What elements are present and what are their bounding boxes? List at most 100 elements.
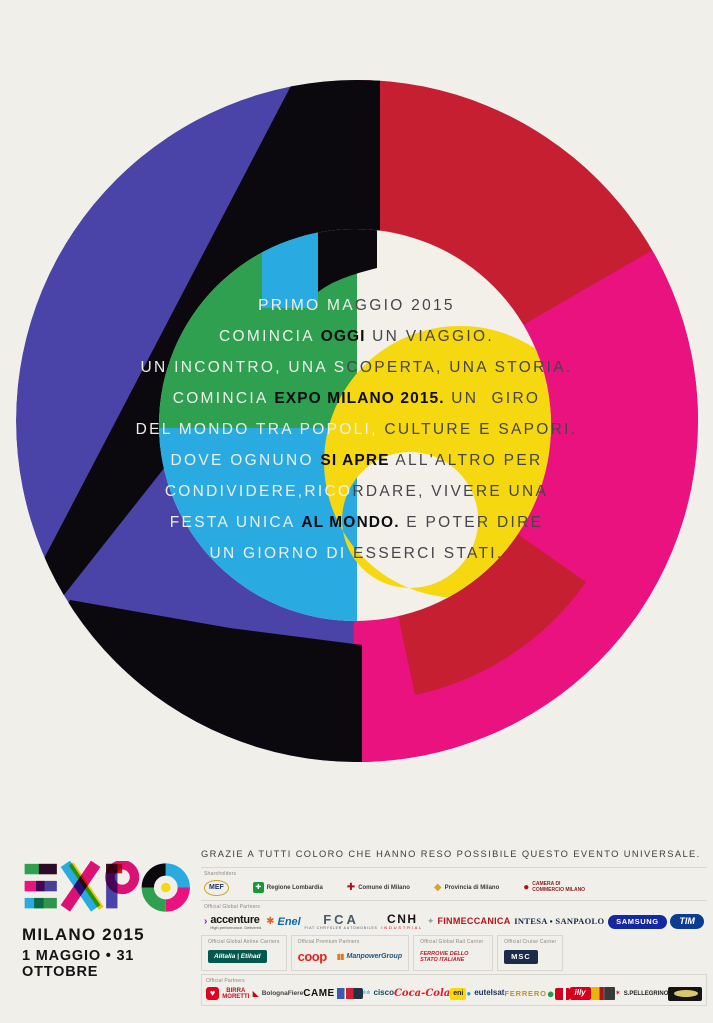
fca-logo: FCA FIAT CHRYSLER AUTOMOBILES [304,911,378,931]
sponsor-group-logos: MSC [504,948,556,966]
alitalia-etihad-logo: Alitalia | Etihad [208,950,267,964]
official-partners-row: Official Partners ♥ BIRRA MORETTI ◣ Bologna… [201,973,707,1006]
black-gold-oval-logo [668,986,702,1001]
sponsor-group-label: Official Cruise Carrier [504,938,557,945]
expo-letter-x [60,860,104,912]
bolognafiere-logo: ◣ BolognaFiere [253,989,304,998]
five-artwork-svg [16,80,698,762]
samsung-logo: SAMSUNG [608,914,667,929]
camera-commercio-milano-logo: ● CAMERA DI COMMERCIO MILANO [523,881,590,894]
red-five-hook [392,519,586,695]
logo-text: S.PELLEGRINO [623,990,669,997]
regione-lombardia-logo: ✚ Regione Lombardia [252,882,323,894]
logo-text: INTESA ▪ SANPAOLO [514,916,605,927]
black-five-notch [318,229,377,292]
san-pellegrino-logo-glyph: ✶ [614,990,621,998]
finmeccanica-logo: ✦ FINMECCANICA [426,916,511,927]
logo-text: eutelsat [474,988,505,998]
provincia-di-milano-logo: ◆ Provincia di Milano [433,881,500,893]
logo-text: coop [297,948,328,964]
logo-text: Alitalia | Etihad [208,950,267,964]
thanks-line: GRAZIE A TUTTI COLORO CHE HANNO RESO POS… [201,849,701,859]
expo-letter-e [24,863,57,909]
enel-logo-glyph: ✱ [266,915,275,927]
official-partners-row-label: Official Partners [206,977,245,984]
global-partners-row: Official Global Partners › accenture High … [201,899,707,935]
cisco-logo-glyph: ılıılı [362,990,371,997]
shareholders-row-label: Shareholders [204,871,237,877]
illy-logo: illy [569,987,591,1001]
mef-logo: MEF [204,880,229,896]
logo-text: SAMSUNG [608,914,667,929]
logo-text: eni [450,987,467,1000]
five-circle-artwork [16,80,698,762]
logo-text: cisco [373,988,394,998]
coca-cola-logo: Coca-Cola [394,988,450,999]
sponsor-group-logos: Alitalia | Etihad [208,948,280,966]
sponsor-group-label: Official Global Rail Carrier [420,938,484,945]
carrier-groups-row: Official Global Airline Carriers Alitalia… [201,934,707,971]
logo-text: Enel [277,915,301,928]
birra-moretti-logo: BIRRA MORETTI [219,988,253,1001]
expo-city-year: MILANO 2015 [22,925,145,944]
ferrero-logo: FERRERO [504,988,547,998]
manpowergroup-logo: ▮▮ ManpowerGroup [336,951,403,961]
sponsor-group: Official Premium Partners coop ▮▮ ManpowerG… [290,934,410,971]
global-partners-logos: › accenture High performance. Delivered. ✱ E… [204,911,704,931]
logo-text: accenture High performance. Delivered. [210,913,263,930]
logo-text: Regione Lombardia [266,884,323,891]
sponsor-group: Official Global Rail Carrier FERROVIE DEL… [413,934,494,971]
finmeccanica-logo-glyph: ✦ [426,916,435,927]
official-partners-logos: ♥ BIRRA MORETTI ◣ BolognaFiere CAME ılıılı cis… [206,986,702,1001]
black-five-hook [20,600,362,762]
san-pellegrino-logo: ✶ S.PELLEGRINO [615,990,669,997]
sponsor-group-label: Official Global Airline Carriers [208,938,280,945]
epayment-logos [334,988,363,1000]
expo-logo-block: MILANO 2015 1 MAGGIO • 31 OTTOBRE [22,860,200,980]
sponsor-group-logos: coop ▮▮ ManpowerGroup [298,948,403,966]
green-circle-logo-glyph: ● [546,986,555,1002]
logo-text: TIM [670,914,704,930]
logo-text: CAMERA DI COMMERCIO MILANO [532,881,586,893]
tim-logo: TIM [670,914,704,930]
expo-letter-o [141,863,190,912]
logo-text: Comune di Milano [358,884,410,891]
green-circle-logo: ● [547,987,555,1000]
comune-di-milano-logo: ✚ Comune di Milano [346,881,410,893]
global-partners-row-label: Official Global Partners [204,903,261,910]
coop-logo: coop [297,948,328,964]
cisco-logo: ılıılı cisco [363,989,394,998]
logo-text: FERRERO [504,988,547,998]
sponsor-group: Official Global Airline Carriers Alitalia… [201,934,287,971]
shareholders-row: Shareholders MEF ✚ Regione Lombardia ✚ Comun… [201,867,707,900]
accenture-logo-glyph: › [204,915,208,927]
logo-text: BolognaFiere [261,990,304,998]
expo-dates: 1 MAGGIO • 31 OTTOBRE [22,948,135,980]
crest-logo [590,987,615,1001]
sponsor-group-label: Official Premium Partners [297,938,360,945]
intesa-sanpaolo-logo: INTESA ▪ SANPAOLO [514,916,605,927]
sponsor-group: Official Cruise Carrier MSC [497,934,564,971]
logo-text: ManpowerGroup [346,952,403,960]
logo-text: CNH INDUSTRIAL [381,911,424,931]
cnh-logo: CNH INDUSTRIAL [381,911,424,931]
manpowergroup-logo-glyph: ▮▮ [336,951,345,961]
ferrovie-dello-stato-logo: FERROVIE DELLO STATO ITALIANE [420,951,486,964]
enel-logo: ✱ Enel [266,916,301,928]
expo-letter-p [105,860,140,909]
red-box-logo [554,987,570,1000]
shareholders-logos: MEF ✚ Regione Lombardia ✚ Comune di Milano ◆ P… [204,880,704,896]
comune-di-milano-logo-glyph: ✚ [346,881,356,893]
logo-text: FCA FIAT CHRYSLER AUTOMOBILES [304,911,378,930]
logo-text: BIRRA MORETTI [222,987,250,1000]
eutelsat-logo: ● eutelsat [466,989,504,998]
camera-commercio-milano-logo-glyph: ● [523,881,530,893]
eni-logo: eni [450,987,467,1000]
provincia-di-milano-logo-glyph: ◆ [433,881,442,893]
logo-text: CAME [303,988,335,1000]
logo-text: MEF [204,880,229,896]
eutelsat-logo-glyph: ● [466,988,472,998]
logo-text: Provincia di Milano [444,884,500,891]
logo-text: MSC [504,949,538,964]
algida-logo-glyph: ♥ [206,987,219,1001]
